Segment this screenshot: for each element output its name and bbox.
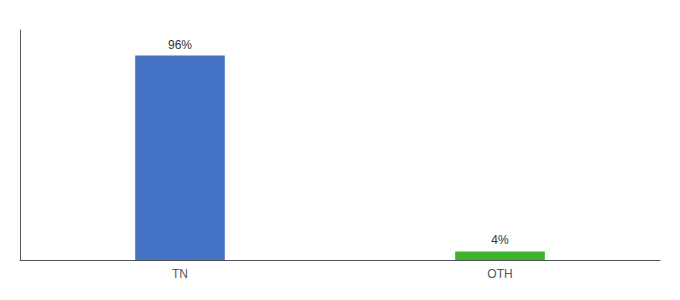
svg-text:96%: 96% — [168, 38, 192, 52]
svg-text:TN: TN — [172, 267, 188, 281]
svg-text:OTH: OTH — [487, 267, 512, 281]
svg-text:4%: 4% — [491, 233, 509, 247]
